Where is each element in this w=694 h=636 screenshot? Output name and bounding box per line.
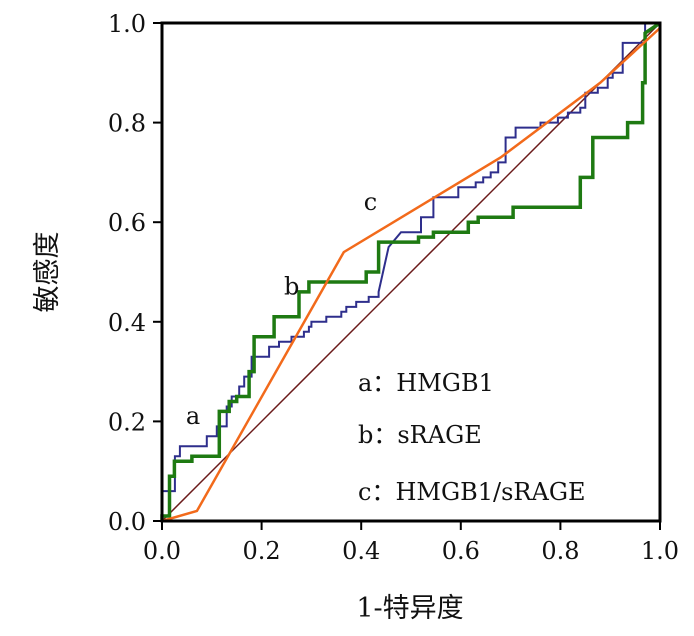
- legend-entry-a: a：HMGB1: [358, 369, 494, 397]
- y-tick-label: 0.6: [108, 209, 146, 237]
- y-axis-title: 敏感度: [32, 232, 63, 313]
- x-tick-label: 0.6: [442, 537, 480, 565]
- y-tick-label: 0.4: [108, 309, 146, 337]
- reference-diagonal-line: [161, 22, 661, 522]
- x-tick-label: 1.0: [641, 537, 679, 565]
- series-c-ratio-line: [161, 27, 661, 523]
- x-tick-label: 0.2: [243, 537, 281, 565]
- x-tick-label: 0.8: [541, 537, 579, 565]
- y-tick-label: 0.0: [108, 508, 146, 536]
- y-tick-label: 0.2: [108, 408, 146, 436]
- annotation-b: b: [284, 272, 299, 300]
- axis-ticks: 0.0 0.2 0.4 0.6 0.8 1.0 0.0 0.2 0.4 0.6 0.8 1.0: [108, 10, 679, 565]
- annotation-a: a: [186, 402, 200, 430]
- x-tick-label: 0.0: [143, 537, 181, 565]
- x-axis-title: 1-特异度: [356, 593, 463, 624]
- legend-entry-b: b：sRAGE: [358, 421, 482, 449]
- legend-entry-c: c：HMGB1/sRAGE: [358, 478, 586, 506]
- x-tick-label: 0.4: [342, 537, 380, 565]
- series-b-srage-line: [160, 21, 661, 521]
- y-tick-label: 0.8: [108, 110, 146, 138]
- annotation-c: c: [364, 188, 377, 216]
- y-tick-label: 1.0: [108, 10, 146, 38]
- plot-frame: [160, 21, 662, 523]
- plot-marks: [160, 21, 661, 523]
